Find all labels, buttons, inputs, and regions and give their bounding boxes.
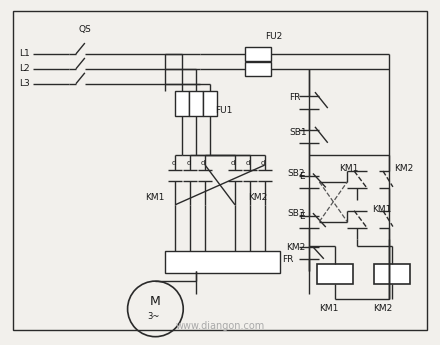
Text: L3: L3 — [19, 79, 30, 88]
Bar — [203, 91, 217, 117]
Text: www.diangon.com: www.diangon.com — [176, 321, 264, 331]
Text: L1: L1 — [19, 49, 30, 58]
Text: FR: FR — [282, 255, 294, 264]
Text: KM2: KM2 — [373, 304, 392, 313]
Text: KM1: KM1 — [339, 164, 359, 172]
Bar — [165, 252, 280, 273]
Bar — [317, 264, 353, 284]
Text: E: E — [300, 212, 305, 221]
Text: SB3: SB3 — [288, 209, 305, 218]
Bar — [175, 91, 189, 117]
Text: d: d — [171, 160, 176, 166]
Bar — [189, 91, 203, 117]
Text: FR: FR — [290, 93, 301, 102]
Text: QS: QS — [79, 24, 92, 34]
Text: d: d — [261, 160, 265, 166]
Text: E: E — [300, 172, 305, 181]
Text: KM1: KM1 — [372, 205, 392, 214]
Text: M: M — [150, 295, 161, 308]
Text: 3~: 3~ — [147, 312, 160, 321]
Bar — [245, 62, 271, 76]
Text: FU2: FU2 — [265, 32, 282, 41]
Text: KM2: KM2 — [286, 243, 306, 252]
Bar — [245, 47, 271, 61]
Text: d: d — [231, 160, 235, 166]
Text: d: d — [201, 160, 205, 166]
Text: L2: L2 — [19, 64, 30, 73]
Text: KM1: KM1 — [146, 193, 165, 202]
Text: d: d — [186, 160, 191, 166]
Text: SB1: SB1 — [290, 128, 307, 137]
Text: KM1: KM1 — [319, 304, 339, 313]
Text: d: d — [246, 160, 250, 166]
Bar — [374, 264, 410, 284]
Text: FU1: FU1 — [215, 106, 232, 115]
Text: KM2: KM2 — [248, 193, 267, 202]
Text: SB2: SB2 — [288, 169, 305, 178]
Text: KM2: KM2 — [394, 164, 413, 172]
